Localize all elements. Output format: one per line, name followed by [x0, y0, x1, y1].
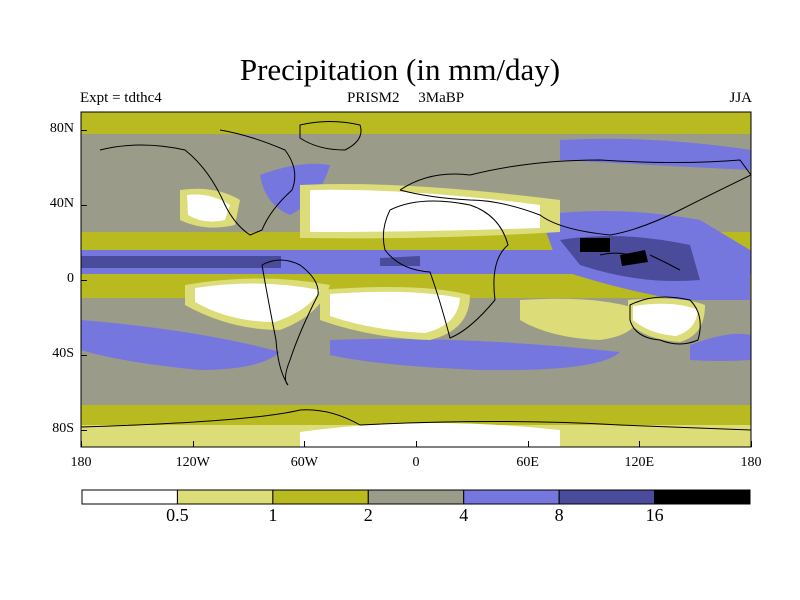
lat-label-80s: 80S [52, 421, 74, 436]
lat-label-40n: 40N [49, 196, 74, 211]
lon-tick [192, 441, 194, 447]
lat-tick [81, 130, 87, 131]
colorbar [81, 489, 751, 505]
lat-label-0: 0 [67, 271, 74, 286]
colorbar-swatch-5 [558, 489, 656, 505]
lon-label-60w: 60W [290, 455, 318, 470]
colorbar-label-1: 1 [268, 505, 278, 525]
lat-tick [81, 430, 87, 431]
colorbar-label-8: 8 [554, 505, 564, 525]
lat-label-80n: 80N [49, 121, 74, 136]
maritime-continent-coast [599, 252, 681, 271]
colorbar-swatch-1 [176, 489, 274, 505]
australia-coast [629, 296, 701, 345]
lon-label-180: 180 [740, 455, 762, 470]
north-america-coast [99, 129, 296, 236]
arctic-band [81, 112, 751, 134]
australia-dry [633, 303, 698, 336]
south-indian-dry [520, 298, 640, 340]
colorbar-swatch-0 [81, 489, 178, 505]
lat-tick [81, 205, 87, 206]
colorbar-label-0.5: 0.5 [166, 505, 189, 525]
lat-tick [81, 355, 87, 356]
lon-label-60e: 60E [516, 455, 539, 470]
lon-tick [527, 441, 529, 447]
antarctica-coast [81, 409, 751, 431]
antarctic-dry [300, 422, 560, 447]
experiment-label: Expt = tdthc4 [80, 90, 162, 106]
colorbar-label-16: 16 [645, 505, 664, 525]
lon-tick [416, 441, 417, 447]
africa-wet-core [380, 256, 420, 266]
lon-label-120w: 120W [175, 455, 210, 470]
north-america-dry [187, 194, 230, 222]
lon-tick [304, 441, 306, 447]
scenario-label: PRISM2 3MaBP [347, 90, 465, 106]
lon-tick [639, 441, 641, 447]
south-america-coast [261, 259, 319, 386]
bay-of-bengal-max [580, 238, 610, 252]
lon-tick [81, 441, 82, 447]
colorbar-swatch-2 [272, 489, 369, 505]
colorbar-label-2: 2 [363, 505, 373, 525]
season-label: JJA [729, 90, 752, 106]
colorbar-swatch-3 [367, 489, 465, 505]
south-atlantic-dry [330, 291, 460, 333]
south-indian-track [330, 338, 620, 371]
greenland-coast [299, 121, 362, 151]
africa-coast [382, 200, 509, 339]
coastlines [81, 121, 751, 431]
lon-label-180: 180 [70, 455, 92, 470]
eurasia-coast [399, 159, 751, 236]
lon-tick [751, 441, 752, 447]
colorbar-label-4: 4 [459, 505, 469, 525]
precipitation-field [81, 112, 751, 447]
south-pacific-track [81, 320, 280, 370]
map-frame [80, 111, 752, 448]
colorbar-swatch-6 [654, 489, 751, 505]
north-pacific-track [81, 140, 270, 170]
lon-label-0: 0 [412, 455, 420, 470]
map-title: Precipitation (in mm/day) [239, 52, 561, 87]
lat-label-40s: 40S [52, 346, 74, 361]
lat-tick [81, 280, 87, 281]
itcz-pacific-core [81, 256, 281, 268]
colorbar-swatch-4 [463, 489, 560, 505]
tasman-track [690, 333, 751, 361]
south-pacific-dry [195, 283, 320, 322]
lon-label-120e: 120E [624, 455, 655, 470]
gulf-stream-track [260, 163, 330, 215]
